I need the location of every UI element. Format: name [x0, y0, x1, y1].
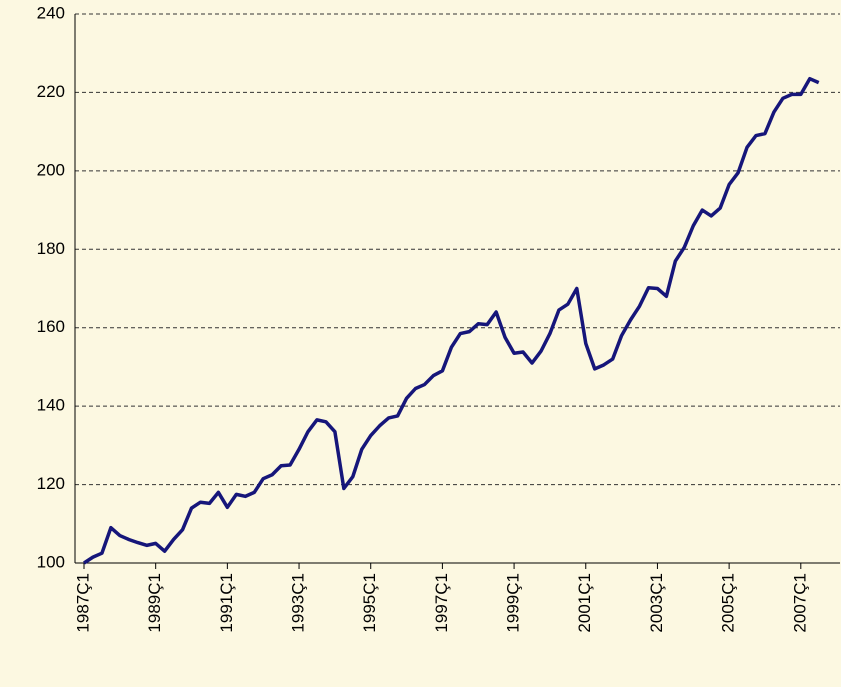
x-tick-label: 1987Ç1 [73, 573, 92, 633]
y-tick-label: 180 [37, 239, 65, 258]
x-tick-label: 1995Ç1 [360, 573, 379, 633]
x-tick-label: 1997Ç1 [432, 573, 451, 633]
x-tick-label: 2001Ç1 [575, 573, 594, 633]
y-tick-label: 100 [37, 552, 65, 571]
y-tick-label: 200 [37, 160, 65, 179]
y-tick-label: 220 [37, 82, 65, 101]
x-tick-label: 1989Ç1 [145, 573, 164, 633]
y-tick-label: 120 [37, 474, 65, 493]
x-tick-label: 1999Ç1 [504, 573, 523, 633]
x-tick-label: 2007Ç1 [790, 573, 809, 633]
x-tick-label: 1991Ç1 [217, 573, 236, 633]
line-series [83, 76, 820, 565]
x-tick-label: 1993Ç1 [289, 573, 308, 633]
x-tick-label: 2003Ç1 [647, 573, 666, 633]
x-tick-label: 2005Ç1 [719, 573, 738, 633]
y-tick-label: 140 [37, 396, 65, 415]
y-tick-label: 160 [37, 317, 65, 336]
y-tick-label: 240 [37, 3, 65, 22]
